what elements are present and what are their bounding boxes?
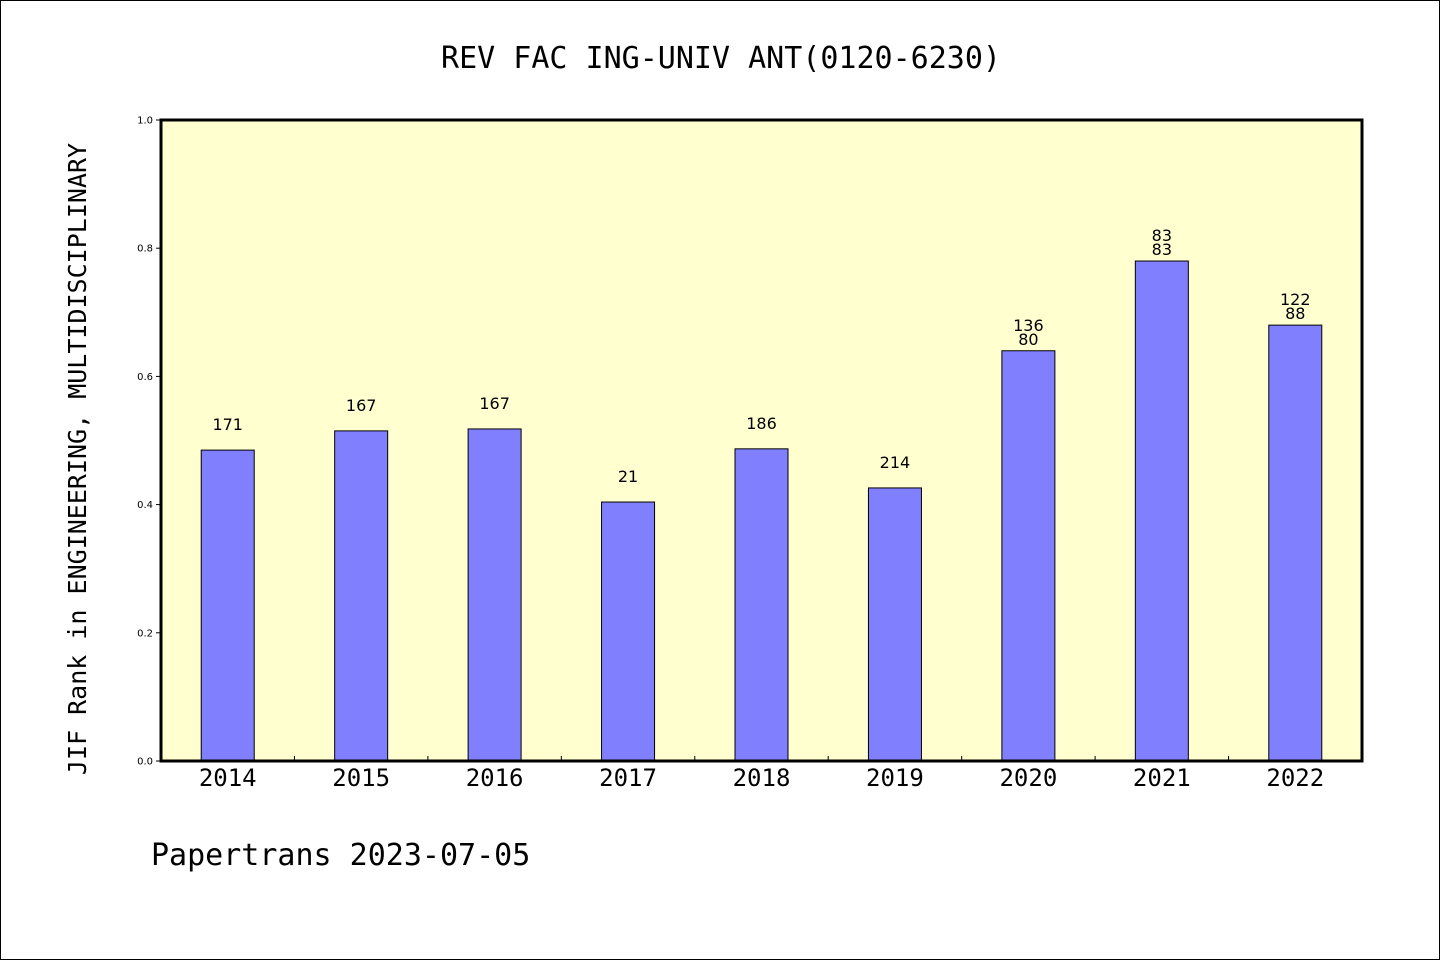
chart-title: REV FAC ING-UNIV ANT(0120-6230)	[441, 41, 1001, 76]
footer-credit: Papertrans 2023-07-05	[151, 838, 530, 873]
bar-2016	[467, 428, 522, 762]
data-label: 214	[880, 453, 911, 472]
data-label: 167	[346, 396, 377, 415]
y-tick-label: 0.2	[137, 628, 153, 639]
bar-2022	[1268, 324, 1323, 762]
x-tick-label: 2017	[599, 764, 657, 792]
bars-group	[200, 260, 1323, 762]
plot-border	[159, 118, 1364, 763]
y-tick-label: 0.0	[137, 757, 153, 768]
bar-2021	[1134, 260, 1189, 762]
data-label: 136	[1013, 316, 1044, 335]
y-axis-ticks: 0.0 0.2 0.4 0.6 0.8 1.0	[137, 116, 161, 768]
data-label: 167	[479, 394, 510, 413]
x-tick-label: 2018	[733, 764, 791, 792]
y-tick-label: 1.0	[137, 116, 153, 127]
data-label: 122	[1280, 290, 1311, 309]
bar-2014	[200, 449, 255, 762]
data-label: 83	[1152, 240, 1172, 259]
x-tick-label: 2016	[466, 764, 524, 792]
y-tick-label: 0.8	[137, 244, 153, 255]
bar-2019	[867, 487, 922, 762]
x-tick-label: 2021	[1133, 764, 1191, 792]
data-label: 83	[1152, 226, 1172, 245]
x-tick-label: 2015	[332, 764, 390, 792]
y-axis-label: JIF Rank in ENGINEERING, MULTIDISCIPLINA…	[63, 143, 92, 775]
data-label: 186	[746, 414, 777, 433]
y-tick-label: 0.4	[137, 500, 153, 511]
data-label: 171	[212, 415, 243, 434]
data-label: 80	[1018, 330, 1038, 349]
y-tick-label: 0.6	[137, 372, 153, 383]
data-label: 88	[1285, 304, 1305, 323]
bar-2017	[601, 501, 656, 762]
data-label: 21	[618, 467, 638, 486]
x-tick-label: 2019	[866, 764, 924, 792]
x-axis-ticks: 2014 2015 2016 2017 2018 2019 2020 2021 2022	[199, 756, 1324, 792]
x-tick-label: 2020	[999, 764, 1057, 792]
bar-2020	[1001, 350, 1056, 762]
x-tick-label: 2014	[199, 764, 257, 792]
x-tick-label: 2022	[1266, 764, 1324, 792]
bar-2015	[334, 430, 389, 762]
bar-2018	[734, 448, 789, 762]
